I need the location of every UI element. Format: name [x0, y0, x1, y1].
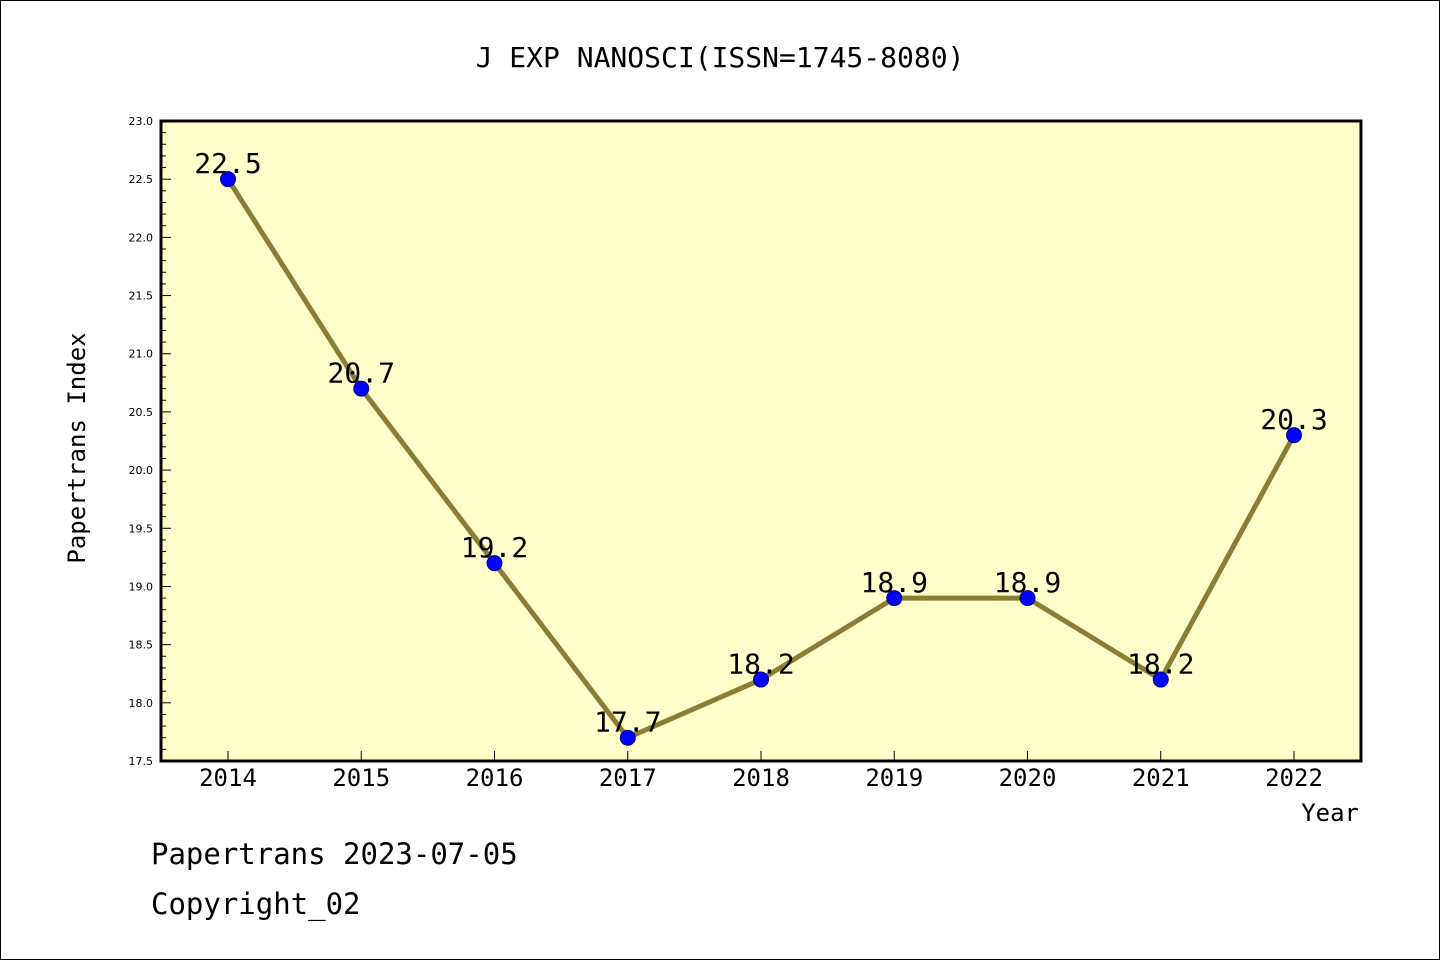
data-point	[619, 729, 636, 746]
data-label: 18.2	[727, 648, 794, 681]
x-axis-ticks: 2014 2015 2016 2017 2018 2019 2020 2021 2022	[199, 751, 1323, 792]
data-point	[1286, 427, 1302, 444]
data-point	[886, 590, 903, 607]
y-tick-label: 21.5	[129, 290, 154, 303]
y-tick-label: 18.5	[129, 639, 154, 652]
x-tick-label: 2018	[732, 764, 790, 792]
x-tick-label: 2021	[1132, 764, 1190, 792]
data-labels: 22.5 20.7 19.2 17.7 18.2 18.9 18.9 18.2 20.3	[194, 147, 1327, 739]
data-markers	[220, 171, 1302, 746]
data-point	[353, 380, 370, 397]
data-point	[486, 555, 503, 572]
x-tick-label: 2020	[999, 764, 1057, 792]
y-tick-label: 19.5	[129, 522, 154, 535]
x-tick-label: 2015	[332, 764, 390, 792]
y-tick-label: 22.0	[129, 231, 154, 244]
y-tick-label: 22.5	[129, 173, 154, 186]
data-point	[220, 171, 236, 188]
x-tick-label: 2017	[599, 764, 657, 792]
data-label: 20.7	[328, 357, 395, 390]
y-tick-label: 19.0	[129, 580, 154, 593]
y-axis-ticks: 17.5 18.0 18.5 19.0 19.5 20.0 20.5 21.0 21.5 22.0…	[129, 115, 171, 768]
data-label: 18.9	[994, 566, 1061, 599]
x-tick-label: 2014	[199, 764, 257, 792]
chart-title: J EXP NANOSCI(ISSN=1745-8080)	[476, 41, 965, 74]
data-point	[753, 671, 769, 688]
x-tick-label: 2022	[1265, 764, 1323, 792]
y-tick-label: 20.5	[129, 406, 154, 419]
footer-copyright: Copyright_02	[151, 887, 361, 921]
y-tick-label: 21.0	[129, 348, 154, 361]
data-label: 18.2	[1127, 648, 1194, 681]
data-point	[1152, 671, 1169, 688]
footer-date-line: Papertrans 2023-07-05	[151, 837, 518, 871]
y-axis-label: Papertrans Index	[63, 332, 91, 563]
x-axis-label: Year	[1301, 799, 1359, 827]
y-tick-label: 18.0	[129, 697, 154, 710]
data-label: 18.9	[861, 566, 928, 599]
plot-area	[161, 121, 1361, 761]
x-tick-label: 2019	[865, 764, 923, 792]
plot-border	[159, 119, 1363, 763]
data-label: 20.3	[1260, 403, 1327, 436]
y-tick-label: 17.5	[129, 755, 154, 768]
data-label: 22.5	[194, 147, 261, 180]
data-point	[1019, 590, 1036, 607]
y-tick-label: 23.0	[129, 115, 154, 128]
x-tick-label: 2016	[466, 764, 524, 792]
data-label: 17.7	[594, 706, 661, 739]
y-tick-label: 20.0	[129, 464, 154, 477]
data-label: 19.2	[461, 531, 528, 564]
